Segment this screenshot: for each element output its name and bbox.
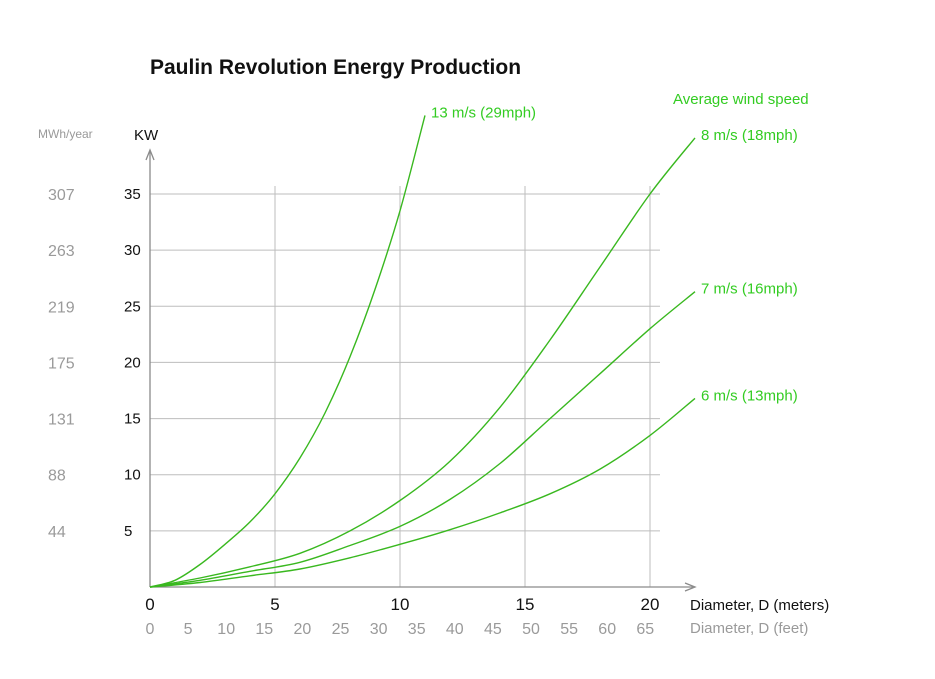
series-line xyxy=(149,397,696,588)
x-tick-label-secondary: 50 xyxy=(522,621,540,638)
y-tick-label: 20 xyxy=(124,354,141,371)
legend-title: Average wind speed xyxy=(673,91,809,108)
x-axis-label: Diameter, D (meters) xyxy=(690,597,829,614)
y-tick-label: 35 xyxy=(124,186,141,203)
series-label: 13 m/s (29mph) xyxy=(431,104,536,121)
series-label: 6 m/s (13mph) xyxy=(701,387,798,404)
y-tick-label: 5 xyxy=(124,523,132,540)
x-tick-label-secondary: 25 xyxy=(332,621,350,638)
series-label: 7 m/s (16mph) xyxy=(701,281,798,298)
y-tick-label: 25 xyxy=(124,298,141,315)
series-line xyxy=(149,137,696,588)
y-tick-label-secondary: 88 xyxy=(48,468,66,485)
x-tick-label-secondary: 35 xyxy=(408,621,426,638)
y-tick-label: 15 xyxy=(124,411,141,428)
series-line xyxy=(149,115,426,588)
x-axis-secondary-label: Diameter, D (feet) xyxy=(690,620,808,637)
x-tick-label: 0 xyxy=(145,595,154,614)
y-tick-label: 10 xyxy=(124,467,141,484)
y-tick-label-secondary: 175 xyxy=(48,355,75,372)
series-lines xyxy=(149,115,696,588)
y-tick-label-secondary: 219 xyxy=(48,299,75,316)
y-tick-label-secondary: 263 xyxy=(48,243,75,260)
x-tick-label-secondary: 30 xyxy=(370,621,388,638)
x-tick-label-secondary: 55 xyxy=(560,621,578,638)
y-tick-label-secondary: 131 xyxy=(48,412,75,429)
tick-labels: 5 10 15 20 25 30 35 44 88 131 175 219 263 307 0 5 10 15 20… xyxy=(48,186,659,638)
series-labels: 13 m/s (29mph) 8 m/s (18mph) 7 m/s (16mph)… xyxy=(431,104,798,404)
x-tick-label: 20 xyxy=(641,595,660,614)
grid xyxy=(150,186,660,587)
x-tick-label-secondary: 40 xyxy=(446,621,464,638)
x-tick-label: 5 xyxy=(270,595,279,614)
y-axis-secondary-label: MWh/year xyxy=(38,127,93,141)
x-tick-label-secondary: 45 xyxy=(484,621,502,638)
x-tick-label: 15 xyxy=(516,595,535,614)
y-tick-label-secondary: 44 xyxy=(48,524,66,541)
axes xyxy=(145,148,697,592)
y-tick-label-secondary: 307 xyxy=(48,187,75,204)
x-tick-label-secondary: 5 xyxy=(184,621,193,638)
x-axis-arrow-icon xyxy=(684,582,697,592)
chart-title: Paulin Revolution Energy Production xyxy=(150,56,521,79)
y-tick-label: 30 xyxy=(124,242,141,259)
x-tick-label: 10 xyxy=(391,595,410,614)
x-tick-label-secondary: 20 xyxy=(294,621,312,638)
y-axis-arrow-icon xyxy=(145,148,155,161)
series-label: 8 m/s (18mph) xyxy=(701,127,798,144)
x-tick-label-secondary: 60 xyxy=(598,621,616,638)
y-axis-label: KW xyxy=(134,127,159,144)
x-tick-label-secondary: 10 xyxy=(217,621,235,638)
x-tick-label-secondary: 0 xyxy=(146,621,155,638)
x-tick-label-secondary: 65 xyxy=(636,621,654,638)
x-tick-label-secondary: 15 xyxy=(255,621,273,638)
series-line xyxy=(149,291,696,588)
